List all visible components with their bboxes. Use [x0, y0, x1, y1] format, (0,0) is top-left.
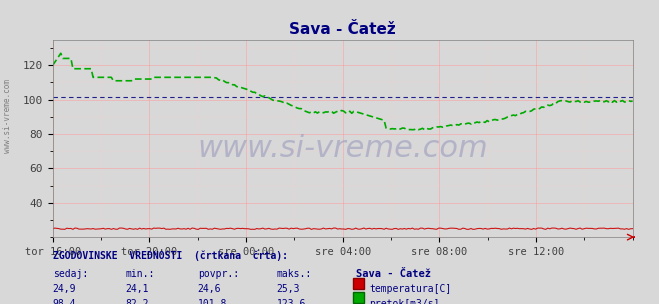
- Text: 101,8: 101,8: [198, 299, 227, 304]
- Text: 25,3: 25,3: [277, 284, 301, 294]
- Text: 24,6: 24,6: [198, 284, 221, 294]
- Text: min.:: min.:: [125, 269, 155, 279]
- Title: Sava - Čatež: Sava - Čatež: [289, 22, 396, 37]
- Text: povpr.:: povpr.:: [198, 269, 239, 279]
- Text: temperatura[C]: temperatura[C]: [369, 284, 451, 294]
- Text: 98,4: 98,4: [53, 299, 76, 304]
- Text: 82,2: 82,2: [125, 299, 149, 304]
- Text: maks.:: maks.:: [277, 269, 312, 279]
- Text: Sava - Čatež: Sava - Čatež: [356, 269, 431, 279]
- Text: 24,1: 24,1: [125, 284, 149, 294]
- Text: www.si-vreme.com: www.si-vreme.com: [197, 134, 488, 163]
- Text: 24,9: 24,9: [53, 284, 76, 294]
- Text: pretok[m3/s]: pretok[m3/s]: [369, 299, 440, 304]
- Text: 123,6: 123,6: [277, 299, 306, 304]
- Text: ZGODOVINSKE  VREDNOSTI  (črtkana  črta):: ZGODOVINSKE VREDNOSTI (črtkana črta):: [53, 251, 288, 261]
- Text: sedaj:: sedaj:: [53, 269, 88, 279]
- Text: www.si-vreme.com: www.si-vreme.com: [3, 78, 13, 153]
